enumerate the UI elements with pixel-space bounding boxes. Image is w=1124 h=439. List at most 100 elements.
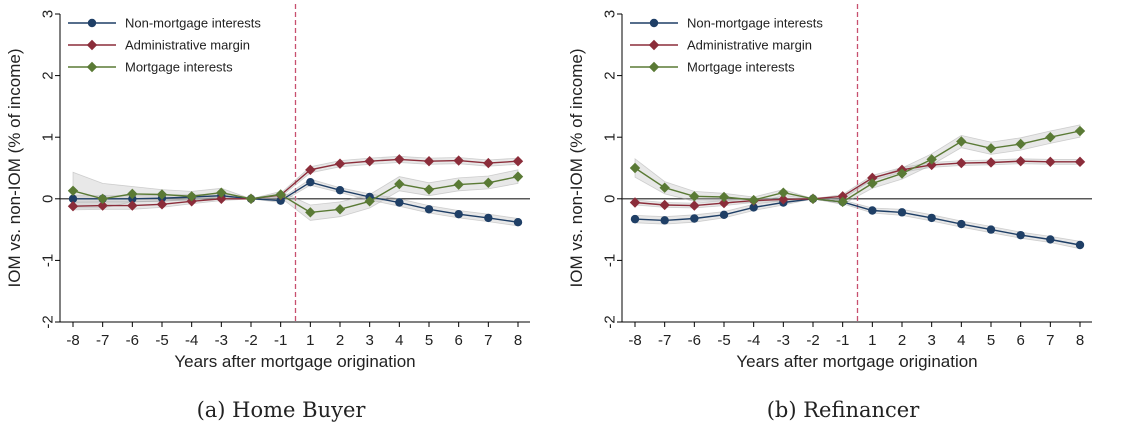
legend-label: Mortgage interests [125,60,233,75]
x-tick-label: 1 [306,332,314,349]
y-tick-label: 3 [602,10,619,18]
panel-caption: (a) Home Buyer [196,398,366,422]
data-point [660,216,669,225]
data-point [629,162,641,174]
data-point [484,213,493,223]
data-point [305,164,316,176]
legend-marker [86,61,98,73]
data-point [719,210,729,220]
data-point [276,196,285,205]
x-tick-label: -4 [185,332,198,349]
data-point [127,200,138,211]
x-tick-label: 8 [514,332,522,349]
x-tick-label: 6 [454,332,462,349]
x-tick-label: -5 [717,332,730,349]
data-point [423,184,435,195]
x-tick-label: -3 [777,332,790,349]
data-point [718,197,730,209]
data-point [186,191,197,202]
data-point [513,218,523,227]
legend-label: Administrative margin [687,38,812,53]
x-tick-label: 4 [957,332,965,349]
data-point [245,193,257,204]
data-point [364,156,375,167]
y-tick-label: -1 [602,254,619,267]
x-tick-label: -1 [274,332,287,349]
data-point [156,199,168,210]
data-point [156,189,168,200]
data-point [127,188,138,200]
y-tick-label: 0 [602,195,619,203]
data-point [868,206,877,215]
y-tick-label: 3 [40,10,57,18]
x-tick-label: 2 [898,332,906,349]
data-point [985,143,997,154]
data-point [957,219,966,229]
data-point [1075,240,1085,250]
legend-marker [648,39,660,51]
data-point [483,157,494,169]
x-tick-label: 4 [395,332,403,349]
y-tick-label: 1 [602,133,619,141]
legend-label: Mortgage interests [687,60,795,75]
confidence-band [72,169,519,221]
data-point [690,214,699,223]
series-line [73,181,519,223]
data-point [453,155,464,166]
panel-caption: (b) Refinancer [766,398,920,422]
series-line [634,130,1081,203]
data-point [67,185,79,196]
data-point [306,177,315,187]
data-point [216,187,227,198]
x-tick-label: -8 [66,332,79,349]
data-point [1016,230,1025,240]
series-line [72,175,519,214]
y-tick-label: -1 [40,254,57,267]
x-tick-label: 7 [1046,332,1054,349]
x-tick-label: 6 [1016,332,1024,349]
data-point [897,208,907,217]
y-tick-label: -2 [602,315,619,328]
data-point [454,210,463,219]
data-point [453,179,464,190]
data-point [424,205,434,214]
data-point [749,203,758,212]
x-tick-label: -8 [628,332,641,349]
chart-panel-home-buyer: -2 -1 0 1 2 3 -8 -7 -6 -5 -4 -3 -2 -1 1 2 3 4 5 6 7 8 Years af… [5,4,530,422]
data-point [275,189,286,200]
x-tick-label: 5 [987,332,995,349]
series-line [634,160,1080,207]
data-point [423,156,435,167]
data-point [364,196,375,207]
chart-svg: -2 -1 0 1 2 3 -8 -7 -6 -5 -4 -3 -2 -1 1 2 3 4 5 6 7 8 Years af… [567,4,1092,371]
data-point [334,204,346,215]
data-point [630,214,640,224]
data-point [927,213,936,223]
data-point [334,158,346,169]
y-axis-label: IOM vs. non-IOM (% of income) [567,49,586,288]
x-tick-label: -7 [658,332,671,349]
y-tick-label: 1 [40,133,57,141]
x-tick-label: -1 [836,332,849,349]
legend-label: Administrative margin [125,38,250,53]
data-point [956,157,967,169]
x-tick-label: 2 [336,332,344,349]
x-tick-label: 8 [1076,332,1084,349]
legend-marker [648,61,660,73]
legend-label: Non-mortgage interests [687,16,823,31]
data-point [1074,156,1086,168]
x-tick-label: 1 [868,332,876,349]
chart-panel-refinancer: -2 -1 0 1 2 3 -8 -7 -6 -5 -4 -3 -2 -1 1 2 3 4 5 6 7 8 Years af… [562,0,1124,439]
x-tick-label: -5 [155,332,168,349]
data-point [807,193,819,204]
data-point [1015,156,1026,167]
data-point [395,198,404,207]
chart-svg: -2 -1 0 1 2 3 -8 -7 -6 -5 -4 -3 -2 -1 1 2 3 4 5 6 7 8 Years af… [5,4,530,371]
x-tick-label: -3 [215,332,228,349]
x-tick-label: -2 [244,332,257,349]
data-point [394,154,405,165]
data-point [986,225,996,234]
data-point [896,168,908,179]
data-point [512,156,524,167]
x-tick-label: -2 [806,332,819,349]
